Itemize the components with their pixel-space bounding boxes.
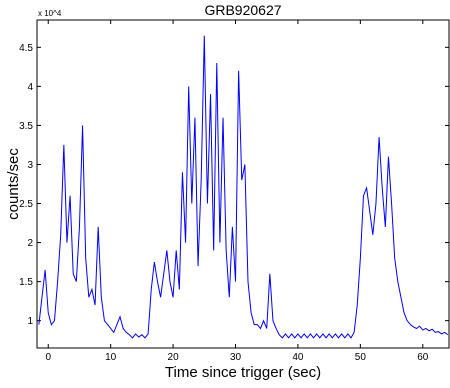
- plot-frame: [36, 19, 450, 349]
- y-tick-label: 4.5: [19, 43, 33, 54]
- y-multiplier: x 10^4: [38, 9, 62, 18]
- y-tick-label: 3: [27, 160, 33, 171]
- y-tick-label: 2: [27, 238, 33, 249]
- x-tick-label: 0: [45, 352, 51, 363]
- x-tick-label: 60: [417, 352, 429, 363]
- x-tick-label: 30: [230, 352, 242, 363]
- y-axis-label: counts/sec: [5, 148, 22, 220]
- x-axis-label: Time since trigger (sec): [165, 364, 321, 381]
- data-line: [38, 35, 449, 339]
- x-tick-label: 40: [292, 352, 304, 363]
- y-tick-label: 1: [27, 316, 33, 327]
- chart-title: GRB920627: [204, 2, 281, 18]
- y-tick-label: 3.5: [19, 121, 33, 132]
- y-tick-label: 2.5: [19, 199, 33, 210]
- y-tick-label: 1.5: [19, 277, 33, 288]
- x-tick-label: 10: [105, 352, 117, 363]
- y-tick-label: 4: [27, 82, 33, 93]
- x-tick-label: 20: [168, 352, 180, 363]
- x-tick-label: 50: [355, 352, 367, 363]
